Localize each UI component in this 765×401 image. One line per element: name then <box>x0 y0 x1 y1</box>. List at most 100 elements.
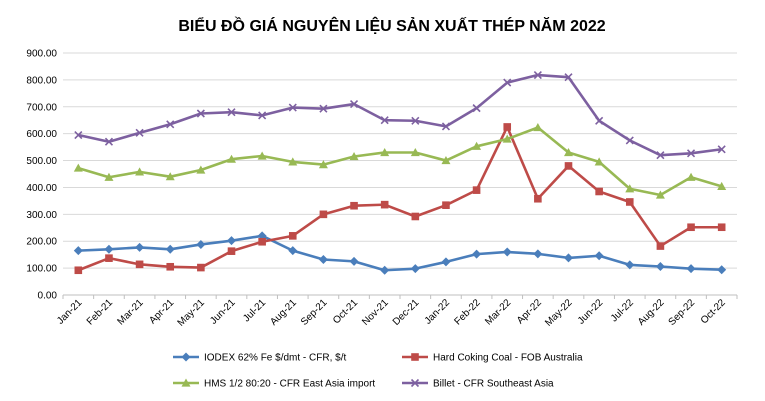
y-tick-label: 300.00 <box>26 210 57 221</box>
data-point <box>380 147 390 157</box>
data-point <box>533 122 543 132</box>
data-point <box>411 116 420 125</box>
data-point <box>564 73 573 82</box>
data-point <box>655 190 665 199</box>
data-point <box>166 120 175 129</box>
x-tick-label: Jan-21 <box>55 297 85 327</box>
data-point <box>380 200 389 209</box>
data-point <box>227 154 236 163</box>
chart-title: BIỂU ĐỒ GIÁ NGUYÊN LIỆU SẢN XUẤT THÉP NĂ… <box>178 16 605 35</box>
x-tick-label: Jan-22 <box>423 297 453 327</box>
data-point <box>411 212 420 221</box>
series-line <box>78 73 722 157</box>
series-3 <box>73 122 727 199</box>
data-point <box>410 147 420 157</box>
data-point <box>319 210 328 219</box>
x-tick-label: Jun-22 <box>576 297 606 327</box>
data-point <box>441 156 451 165</box>
data-point <box>472 104 481 113</box>
legend-marker <box>410 378 420 388</box>
data-point <box>104 244 114 254</box>
data-point <box>502 247 512 257</box>
x-tick-label: Apr-22 <box>515 297 544 326</box>
data-point <box>442 201 450 209</box>
data-point <box>319 104 328 113</box>
series-line <box>77 126 723 197</box>
data-point <box>686 264 696 274</box>
data-point <box>472 141 482 150</box>
series-group <box>73 70 727 275</box>
data-point <box>257 151 267 160</box>
data-point <box>380 116 389 125</box>
legend-marker <box>411 353 419 361</box>
y-axis: 0.00 100.00 200.00 300.00 400.00 500.00 600.00… <box>26 49 57 302</box>
x-tick-label: Jun-21 <box>208 297 238 327</box>
data-point <box>258 111 267 120</box>
y-tick-label: 700.00 <box>26 102 57 113</box>
data-point <box>717 145 726 154</box>
data-point <box>135 260 144 269</box>
y-tick-label: 400.00 <box>26 183 57 194</box>
data-point <box>564 253 573 263</box>
data-point <box>227 247 236 255</box>
x-tick-label: Sep-22 <box>667 297 698 328</box>
x-tick-label: May-21 <box>176 297 208 329</box>
data-point <box>73 163 83 172</box>
data-point <box>472 186 481 194</box>
data-point <box>349 152 359 161</box>
data-point <box>135 167 145 176</box>
data-point <box>625 184 635 193</box>
data-point <box>74 130 83 140</box>
data-point <box>441 122 451 131</box>
data-point <box>533 249 543 259</box>
y-tick-label: 900.00 <box>26 49 57 60</box>
series-2 <box>74 123 726 275</box>
legend-label: Hard Coking Coal - FOB Australia <box>433 353 583 364</box>
legend-item: Hard Coking Coal - FOB Australia <box>402 353 583 364</box>
data-point <box>135 128 144 137</box>
data-point <box>625 198 634 206</box>
data-point <box>196 239 206 249</box>
data-point <box>288 232 297 240</box>
x-tick-label: Aug-21 <box>268 297 299 328</box>
data-point <box>717 265 727 275</box>
x-tick-label: Feb-21 <box>85 297 115 327</box>
x-tick-label: Jul-21 <box>241 297 268 324</box>
data-point <box>135 242 145 252</box>
x-tick-label: Apr-21 <box>147 297 176 326</box>
x-tick-label: Oct-22 <box>699 297 728 326</box>
data-point <box>625 136 634 145</box>
data-point <box>594 157 604 166</box>
data-point <box>410 264 420 274</box>
y-tick-label: 200.00 <box>26 237 57 248</box>
data-point <box>503 123 512 131</box>
data-point <box>534 194 542 203</box>
data-point <box>196 109 205 118</box>
data-point <box>74 266 83 275</box>
data-point <box>380 265 390 275</box>
legend: IODEX 62% Fe $/dmt - CFR, $/t Hard Coking… <box>173 352 583 390</box>
series-1 <box>73 231 727 275</box>
data-point <box>227 108 236 117</box>
data-point <box>686 172 696 181</box>
data-point <box>625 260 635 270</box>
y-tick-label: 0.00 <box>38 291 58 302</box>
y-tick-label: 600.00 <box>26 129 57 140</box>
legend-marker <box>181 378 191 387</box>
data-point <box>595 116 604 125</box>
data-point <box>594 251 604 261</box>
data-point <box>350 201 358 210</box>
data-point <box>227 236 236 246</box>
data-point <box>441 257 451 267</box>
legend-label: Billet - CFR Southeast Asia <box>433 379 554 390</box>
x-axis: Jan-21 Feb-21 Mar-21 Apr-21 May-21 Jun-21 Jul-… <box>55 294 738 329</box>
data-point <box>73 246 83 256</box>
legend-label: IODEX 62% Fe $/dmt - CFR, $/t <box>204 353 346 364</box>
data-point <box>564 162 573 170</box>
data-point <box>166 262 175 271</box>
data-point <box>687 223 695 232</box>
legend-label: HMS 1/2 80:20 - CFR East Asia import <box>204 379 375 390</box>
data-point <box>533 70 542 80</box>
x-tick-label: Nov-21 <box>360 297 391 328</box>
